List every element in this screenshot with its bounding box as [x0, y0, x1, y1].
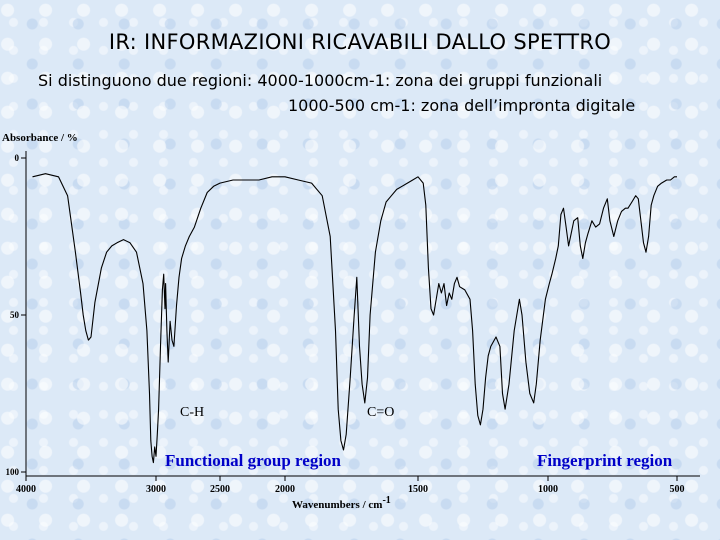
y-tick-label: 0 [15, 153, 20, 163]
slide-subtitle-line1: Si distinguono due regioni: 4000-1000cm-… [38, 71, 603, 90]
axis-ticks: 4000 3000 2500 2000 1500 1000 500 0 50 100 [6, 153, 685, 495]
slide-subtitle-line2: 1000-500 cm-1: zona dell’impronta digita… [288, 96, 636, 115]
x-axis-label-main: Wavenumbers / cm [292, 499, 382, 511]
y-tick-label: 50 [10, 310, 20, 320]
y-tick-label: 100 [6, 467, 20, 477]
functional-region-label: Functional group region [165, 451, 342, 470]
x-tick-label: 2000 [275, 484, 295, 495]
x-tick-label: 2500 [210, 484, 230, 495]
annotation-co: C=O [367, 405, 394, 420]
y-axis-label: Absorbance / % [2, 132, 78, 144]
annotation-ch: C-H [180, 405, 204, 420]
ir-spectrum-chart: Absorbance / % 4000 3000 2500 2000 1500 1000 5… [2, 132, 700, 511]
x-tick-label: 500 [670, 484, 685, 495]
spectrum-trace [32, 173, 677, 464]
slide-title: IR: INFORMAZIONI RICAVABILI DALLO SPETTR… [108, 30, 612, 54]
x-axis-label: Wavenumbers / cm-1 [292, 495, 391, 511]
x-axis-label-sup: -1 [382, 495, 390, 506]
x-tick-label: 1500 [408, 484, 428, 495]
fingerprint-region-label: Fingerprint region [537, 451, 673, 470]
x-tick-label: 1000 [538, 484, 558, 495]
x-tick-label: 4000 [16, 484, 36, 495]
x-tick-label: 3000 [146, 484, 166, 495]
